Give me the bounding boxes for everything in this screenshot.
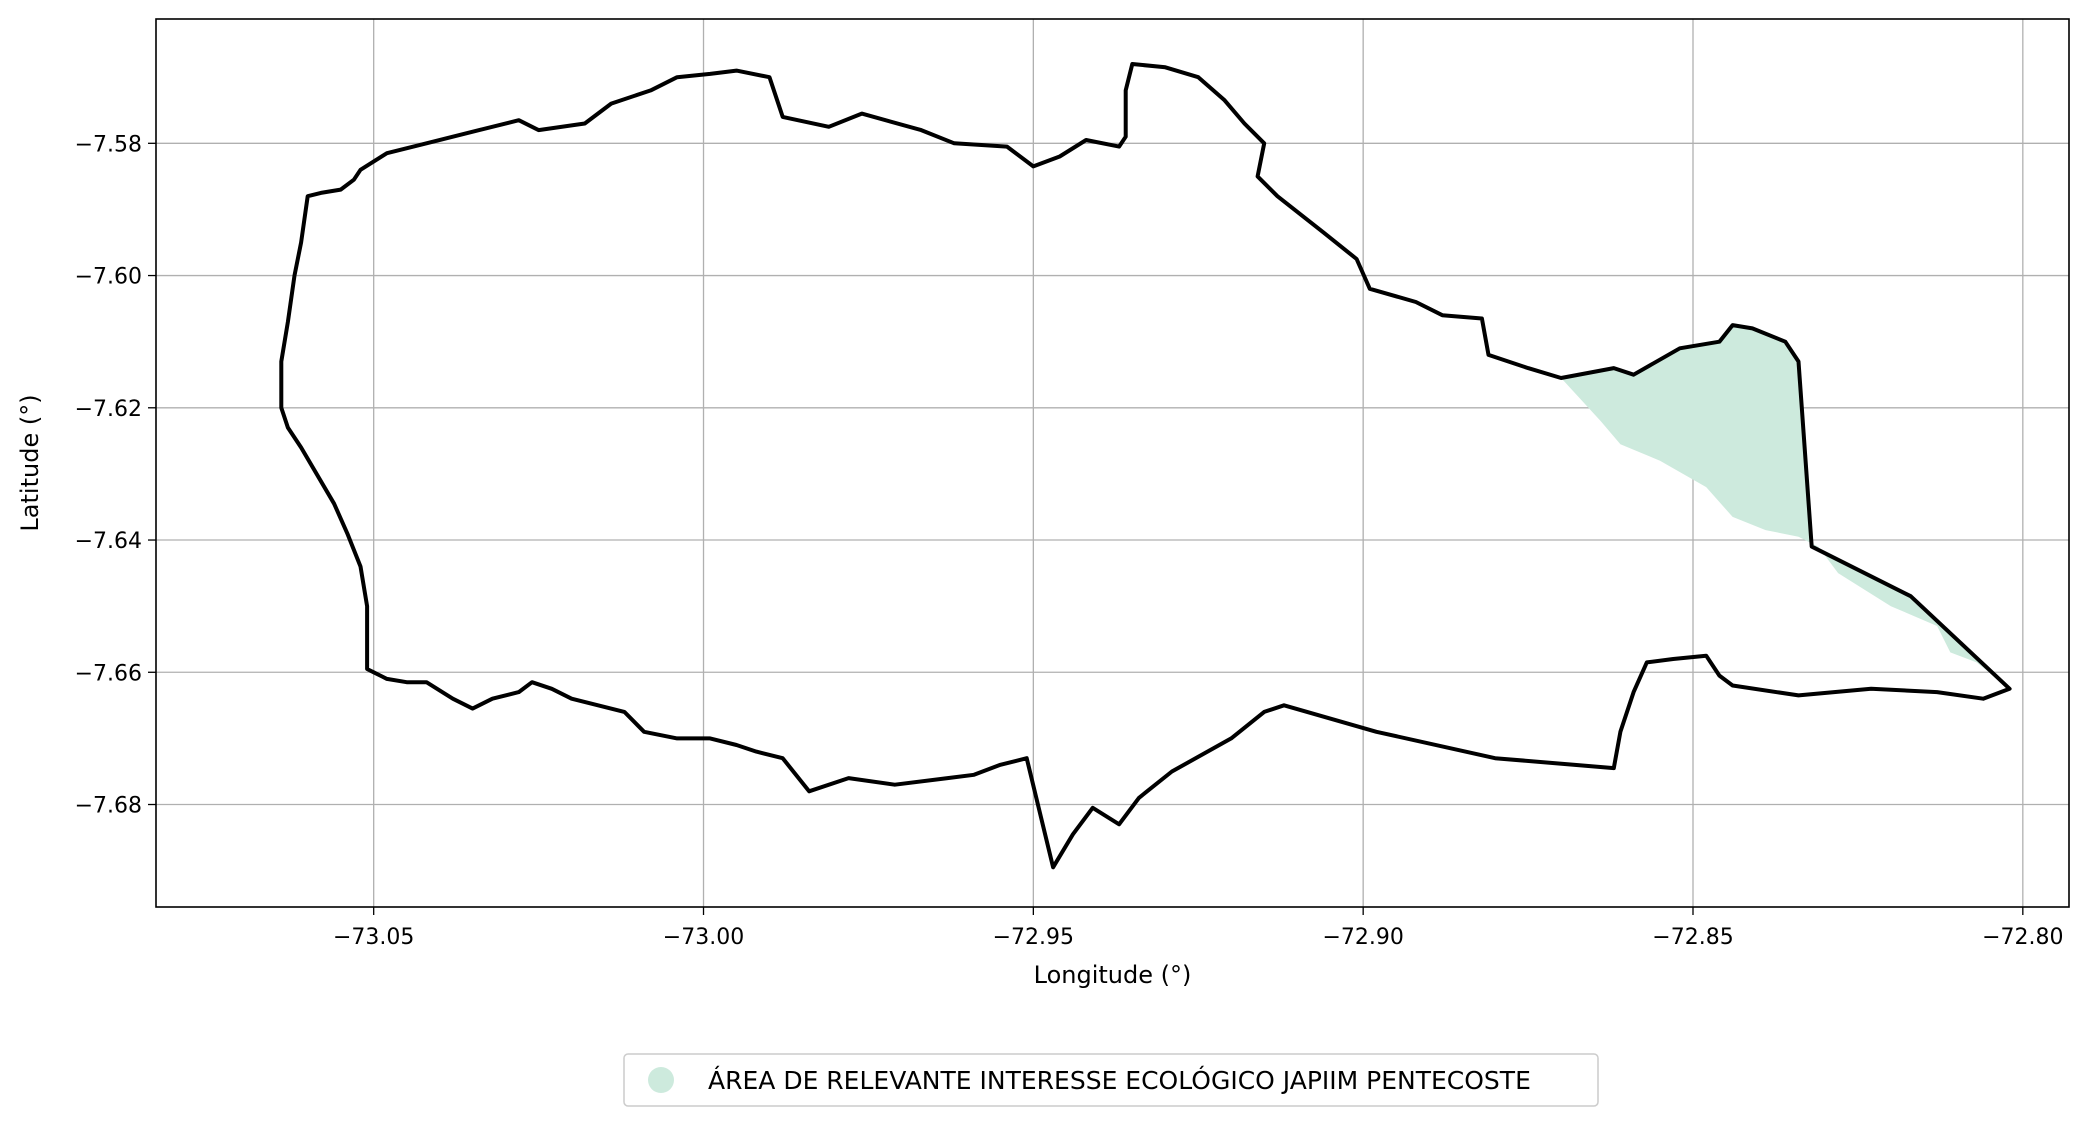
x-tick-label: −72.95 — [993, 925, 1074, 950]
x-tick-label: −72.80 — [1982, 925, 2063, 950]
x-axis-label: Longitude (°) — [1034, 961, 1192, 989]
y-tick-label: −7.68 — [75, 794, 142, 819]
y-tick-label: −7.62 — [75, 397, 142, 422]
legend-box — [623, 1053, 1599, 1107]
municipality-boundary-layer — [279, 62, 2012, 870]
x-tick-label: −73.05 — [333, 925, 414, 950]
x-tick-label: −73.00 — [663, 925, 744, 950]
y-tick-label: −7.58 — [75, 132, 142, 157]
legend-entry-label: ÁREA DE RELEVANTE INTERESSE ECOLÓGICO JA… — [708, 1065, 1531, 1095]
y-tick-label: −7.64 — [75, 529, 142, 554]
x-tick-label: −72.90 — [1322, 925, 1403, 950]
protected-area-layer — [1561, 325, 2010, 689]
municipality-boundary-line — [279, 62, 2012, 870]
y-axis-ticks: −7.58 −7.60 −7.62 −7.64 −7.66 −7.68 — [75, 132, 156, 819]
x-axis-ticks: −73.05 −73.00 −72.95 −72.90 −72.85 −72.80 — [333, 907, 2064, 950]
protected-area-polygon — [1561, 325, 2010, 689]
x-tick-label: −72.85 — [1652, 925, 1733, 950]
y-axis-label: Latitude (°) — [16, 394, 44, 531]
plot-frame — [155, 18, 2070, 908]
y-tick-label: −7.60 — [75, 265, 142, 290]
legend-swatch-circle — [648, 1067, 674, 1093]
legend: ÁREA DE RELEVANTE INTERESSE ECOLÓGICO JA… — [623, 1053, 1599, 1107]
y-tick-label: −7.66 — [75, 661, 142, 686]
